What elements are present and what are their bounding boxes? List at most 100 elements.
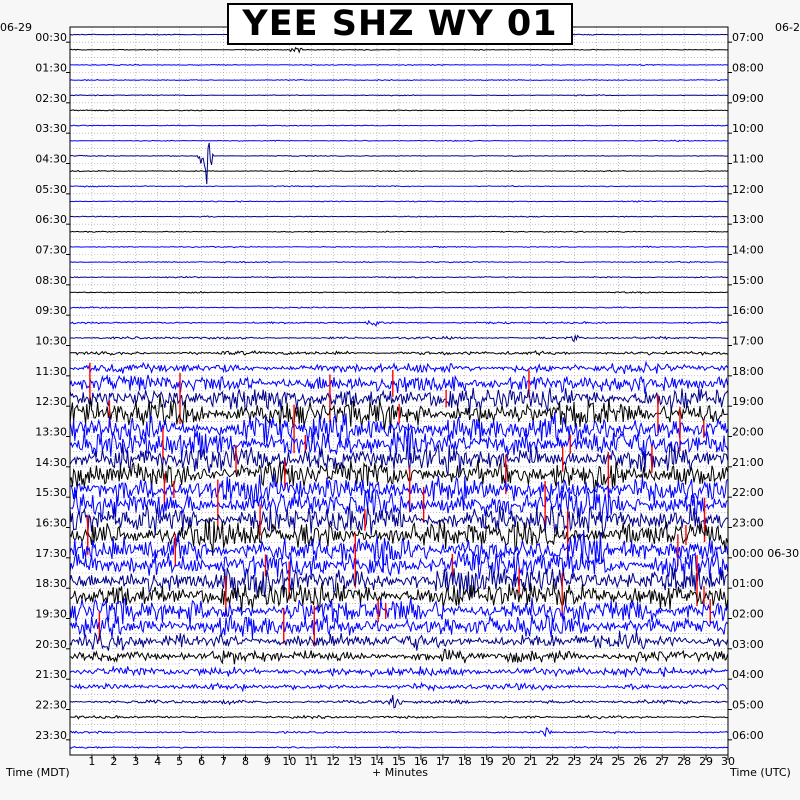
left-tick-label: 13:30 [35, 426, 67, 439]
trace-row [70, 565, 728, 601]
right-tick-label: 07:00 [732, 31, 764, 44]
x-tick-label: 29 [699, 755, 713, 768]
left-tick-label: 07:30 [35, 244, 67, 257]
x-tick-label: 22 [546, 755, 560, 768]
right-tick-label: 14:00 [732, 244, 764, 257]
x-tick-label: 7 [220, 755, 227, 768]
trace-row [70, 581, 728, 612]
x-tick-label: 3 [132, 755, 139, 768]
right-tick-label: 12:00 [732, 183, 764, 196]
x-tick-label: 13 [348, 755, 362, 768]
trace-row [70, 290, 728, 294]
right-tick-label: 23:00 [732, 517, 764, 530]
trace-row [70, 349, 728, 357]
right-tick-label: 11:00 [732, 153, 764, 166]
right-tick-label: 22:00 [732, 486, 764, 499]
right-tick-label: 19:00 [732, 395, 764, 408]
left-tick-label: 10:30 [35, 335, 67, 348]
trace-row [70, 614, 728, 639]
trace-row [70, 94, 728, 97]
trace-row [70, 648, 728, 665]
x-tick-label: 2 [110, 755, 117, 768]
right-tick-label: 20:00 [732, 426, 764, 439]
trace-row [70, 260, 728, 264]
trace-row [70, 78, 728, 82]
trace-row [70, 46, 728, 54]
x-tick-label: 14 [370, 755, 384, 768]
x-tick-label: 4 [154, 755, 161, 768]
left-axis-label: Time (MDT) [6, 766, 70, 779]
right-tick-label: 02:00 [732, 608, 764, 621]
trace-row [70, 139, 728, 143]
trace-row [70, 681, 728, 693]
trace-row [70, 215, 728, 218]
x-tick-label: 23 [567, 755, 581, 768]
x-tick-label: 27 [655, 755, 669, 768]
x-tick-label: 5 [176, 755, 183, 768]
right-tick-label: 16:00 [732, 304, 764, 317]
trace-row [70, 200, 728, 203]
trace-row [70, 459, 728, 496]
trace-row [70, 306, 728, 309]
x-tick-label: 19 [480, 755, 494, 768]
right-axis: 07:00 08:00 09:00 10:00 11:00 12:00 13:00 14:00… [728, 31, 799, 742]
trace-row [70, 549, 728, 584]
left-tick-label: 08:30 [35, 274, 67, 287]
trace-row [70, 109, 728, 112]
x-axis: 1 2 3 4 5 6 7 8 9 10 11 12 13 14 15 16 17 18 19 20 21 22 23 24 2… [88, 755, 735, 768]
trace-row [70, 142, 728, 185]
right-tick-label: 06:00 [732, 729, 764, 742]
trace-row [70, 473, 728, 511]
x-tick-label: 30 [721, 755, 735, 768]
right-tick-label: 03:00 [732, 638, 764, 651]
x-tick-label: 17 [436, 755, 450, 768]
left-tick-label: 17:30 [35, 547, 67, 560]
trace-row [70, 529, 728, 573]
left-tick-label: 23:30 [35, 729, 67, 742]
trace-row [70, 124, 728, 127]
traces [70, 33, 728, 750]
x-tick-label: 9 [264, 755, 271, 768]
trace-row [70, 185, 728, 188]
trace-row [70, 63, 728, 67]
chart-title: YEE SHZ WY 01 [242, 4, 558, 44]
trace-row [70, 319, 728, 327]
left-tick-label: 20:30 [35, 638, 67, 651]
left-tick-label: 09:30 [35, 304, 67, 317]
left-tick-label: 19:30 [35, 608, 67, 621]
chart-title-box: YEE SHZ WY 01 [227, 3, 573, 45]
left-axis: 00:30 01:30 02:30 03:30 04:30 05:30 06:30 07:30… [35, 31, 70, 742]
left-tick-label: 03:30 [35, 122, 67, 135]
right-tick-label: 04:00 [732, 668, 764, 681]
right-tick-label: 17:00 [732, 335, 764, 348]
right-tick-label: 05:00 [732, 699, 764, 712]
trace-row [70, 333, 728, 343]
right-tick-label: 09:00 [732, 92, 764, 105]
left-tick-label: 06:30 [35, 213, 67, 226]
left-tick-label: 21:30 [35, 668, 67, 681]
x-tick-label: 24 [589, 755, 603, 768]
trace-row [70, 503, 728, 536]
x-tick-label: 18 [458, 755, 472, 768]
right-tick-label: 15:00 [732, 274, 764, 287]
right-tick-label: 01:00 [732, 577, 764, 590]
right-tick-label: 21:00 [732, 456, 764, 469]
right-tick-label: 13:00 [732, 213, 764, 226]
right-tick-label: 08:00 [732, 62, 764, 75]
trace-row [70, 597, 728, 626]
right-tick-label: 10:00 [732, 122, 764, 135]
left-tick-label: 18:30 [35, 577, 67, 590]
right-date-label: 06-29 [775, 21, 800, 34]
left-tick-label: 11:30 [35, 365, 67, 378]
x-tick-label: 6 [198, 755, 205, 768]
x-tick-label: 20 [502, 755, 516, 768]
x-tick-label: 11 [304, 755, 318, 768]
left-tick-label: 05:30 [35, 183, 67, 196]
left-tick-label: 22:30 [35, 699, 67, 712]
right-tick-label: 18:00 [732, 365, 764, 378]
x-tick-label: 25 [611, 755, 625, 768]
trace-row [70, 694, 728, 709]
x-tick-label: 12 [326, 755, 340, 768]
trace-row [70, 275, 728, 279]
